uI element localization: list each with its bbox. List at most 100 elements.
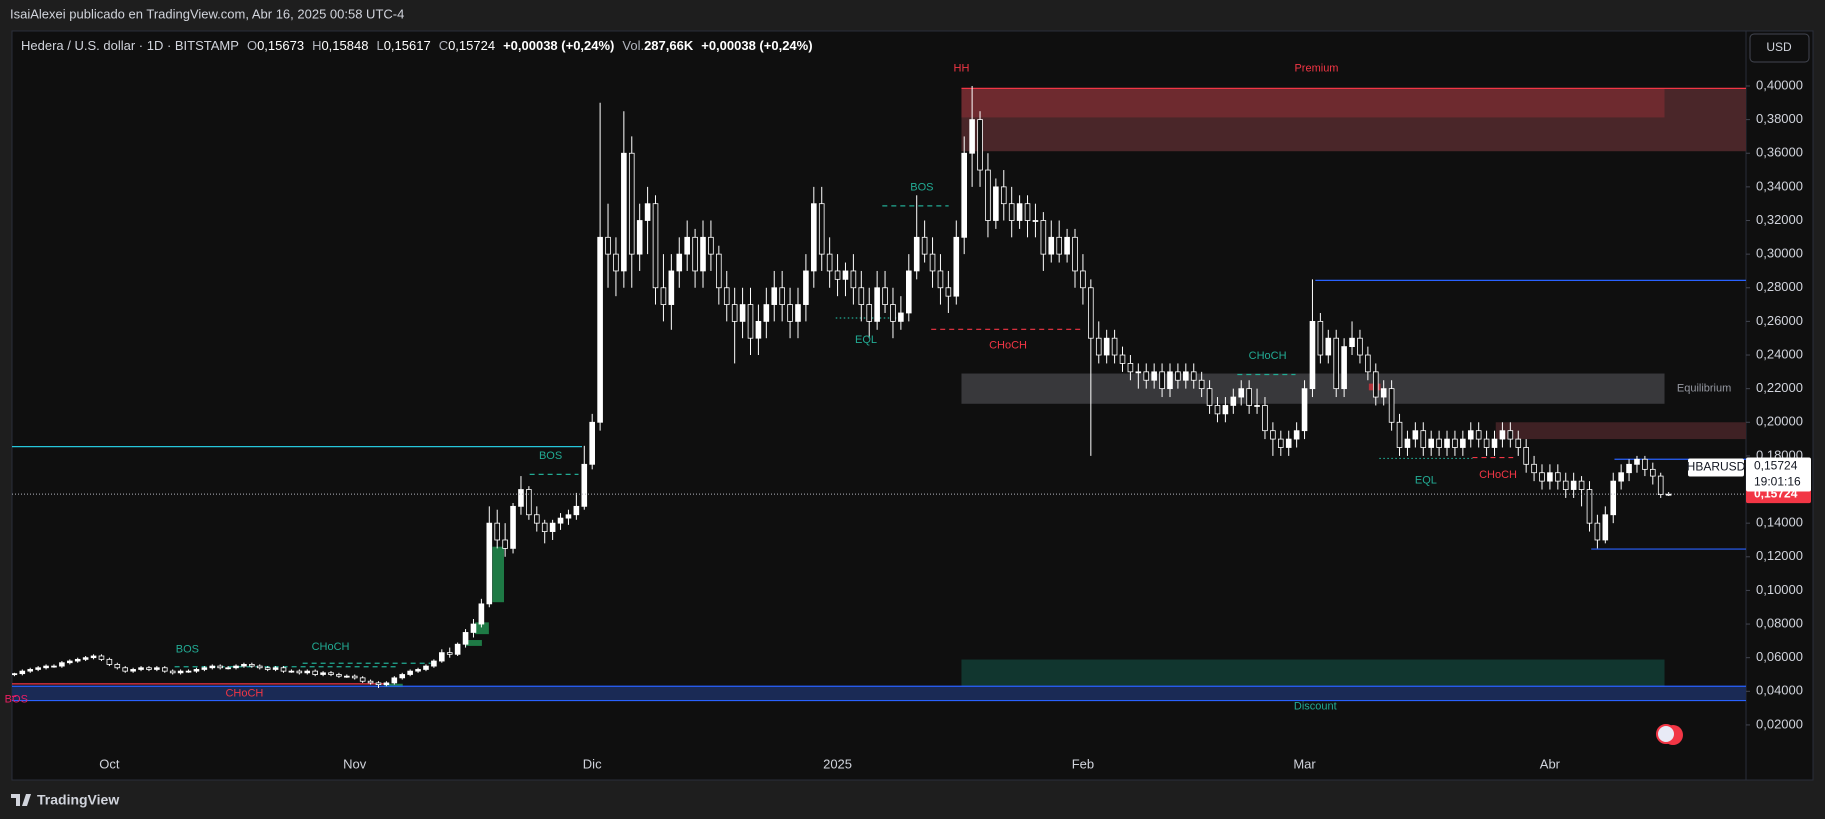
flag-circle (1656, 724, 1676, 744)
x-tick-label: Mar (1293, 756, 1316, 771)
candle-body (1531, 463, 1537, 474)
candle-body (700, 236, 706, 272)
candle-body (573, 505, 580, 516)
candle-body (439, 652, 445, 662)
candle-body (811, 203, 817, 272)
y-tick-label: 0,36000 (1756, 145, 1803, 160)
candle-body (1610, 480, 1617, 516)
flag-icon (1656, 724, 1683, 745)
structure-label: CHoCH (989, 340, 1027, 352)
candle-body (945, 287, 952, 297)
candle-body (1000, 186, 1007, 205)
legend-key: O (247, 38, 257, 53)
candle-body (842, 270, 849, 280)
candle-body (344, 675, 350, 678)
candle-body (676, 253, 683, 272)
candle-body (359, 677, 366, 682)
candle-body (1412, 430, 1419, 440)
legend-change: +0,00038 (+0,24%) (503, 38, 614, 53)
candle-body (739, 304, 746, 322)
candle-body (1594, 522, 1601, 541)
candle-body (415, 669, 421, 672)
legend-value: 0,15673 (257, 38, 304, 53)
candle-body (320, 672, 326, 675)
candle-body (787, 304, 793, 322)
candle-body (1056, 236, 1062, 255)
candle-body (858, 287, 865, 305)
candle-body (296, 670, 303, 674)
candle-body (1491, 438, 1498, 448)
candle-body (652, 203, 659, 289)
candle-body (541, 522, 548, 532)
legend-volume-key: Vol. (622, 38, 644, 53)
candle-body (723, 287, 730, 305)
structure-label: CHoCH (1249, 350, 1287, 362)
candle-body (217, 665, 223, 669)
candle-body (1388, 388, 1395, 423)
candle-body (1539, 472, 1545, 482)
candle-body (27, 669, 34, 672)
candle-body (1048, 236, 1055, 255)
candle-body (241, 664, 247, 667)
candle-body (1111, 337, 1118, 356)
candle-body (771, 287, 778, 305)
candle-body (1127, 363, 1134, 373)
zone (384, 683, 403, 688)
structure-label: EQL (855, 334, 877, 346)
candle-body (628, 152, 635, 255)
candle-body (795, 304, 801, 322)
legend-volume-change: +0,00038 (+0,24%) (701, 38, 812, 53)
legend-value: 0,15848 (321, 38, 368, 53)
candle-body (1555, 472, 1561, 482)
candle-body (1444, 438, 1450, 448)
candle-body (660, 287, 667, 305)
candle-body (454, 643, 461, 655)
candle-body (1357, 337, 1363, 356)
zone-label: Equilibrium (1677, 383, 1731, 395)
candle-body (264, 667, 271, 670)
candle-body (937, 270, 944, 289)
candle-body (668, 270, 675, 305)
candle-body (731, 304, 738, 322)
candle-body (478, 603, 485, 625)
candle-body (692, 236, 698, 272)
candle-body (138, 667, 144, 670)
candle-body (74, 658, 81, 662)
candle-body (747, 304, 754, 339)
candle-body (510, 505, 516, 549)
candle-body (1262, 405, 1268, 432)
currency-label[interactable]: USD (1766, 40, 1792, 54)
candle-body (1206, 388, 1213, 406)
candle-body (834, 270, 841, 280)
candle-body (518, 489, 524, 507)
candle-body (233, 665, 239, 669)
candle-body (1198, 379, 1205, 390)
candle-body (146, 667, 152, 670)
currency-button[interactable] (1749, 33, 1810, 63)
candle-body (12, 673, 18, 676)
candle-body (494, 522, 501, 541)
candle-body (462, 632, 469, 645)
zone (465, 640, 482, 646)
candle-body (130, 669, 136, 672)
candle-body (1159, 371, 1165, 390)
candle-body (1349, 337, 1355, 348)
candle-body (502, 539, 508, 549)
structure-label: BOS (910, 181, 933, 193)
candle-body (1103, 337, 1110, 356)
candle-body (1325, 337, 1332, 356)
candle-body (1578, 480, 1585, 490)
candle-body (882, 287, 888, 305)
countdown-box (1746, 457, 1811, 492)
candle-body (1024, 203, 1031, 221)
candle-body (367, 680, 374, 684)
candle-body (613, 253, 619, 272)
symbol-tag (1688, 458, 1744, 477)
candle-body (43, 665, 49, 669)
candle-body (977, 119, 983, 171)
candle-body (1080, 270, 1086, 289)
candle-body (1309, 320, 1316, 390)
candle-body (256, 665, 263, 669)
x-tick-label: Nov (343, 756, 367, 771)
candle-body (375, 682, 382, 685)
